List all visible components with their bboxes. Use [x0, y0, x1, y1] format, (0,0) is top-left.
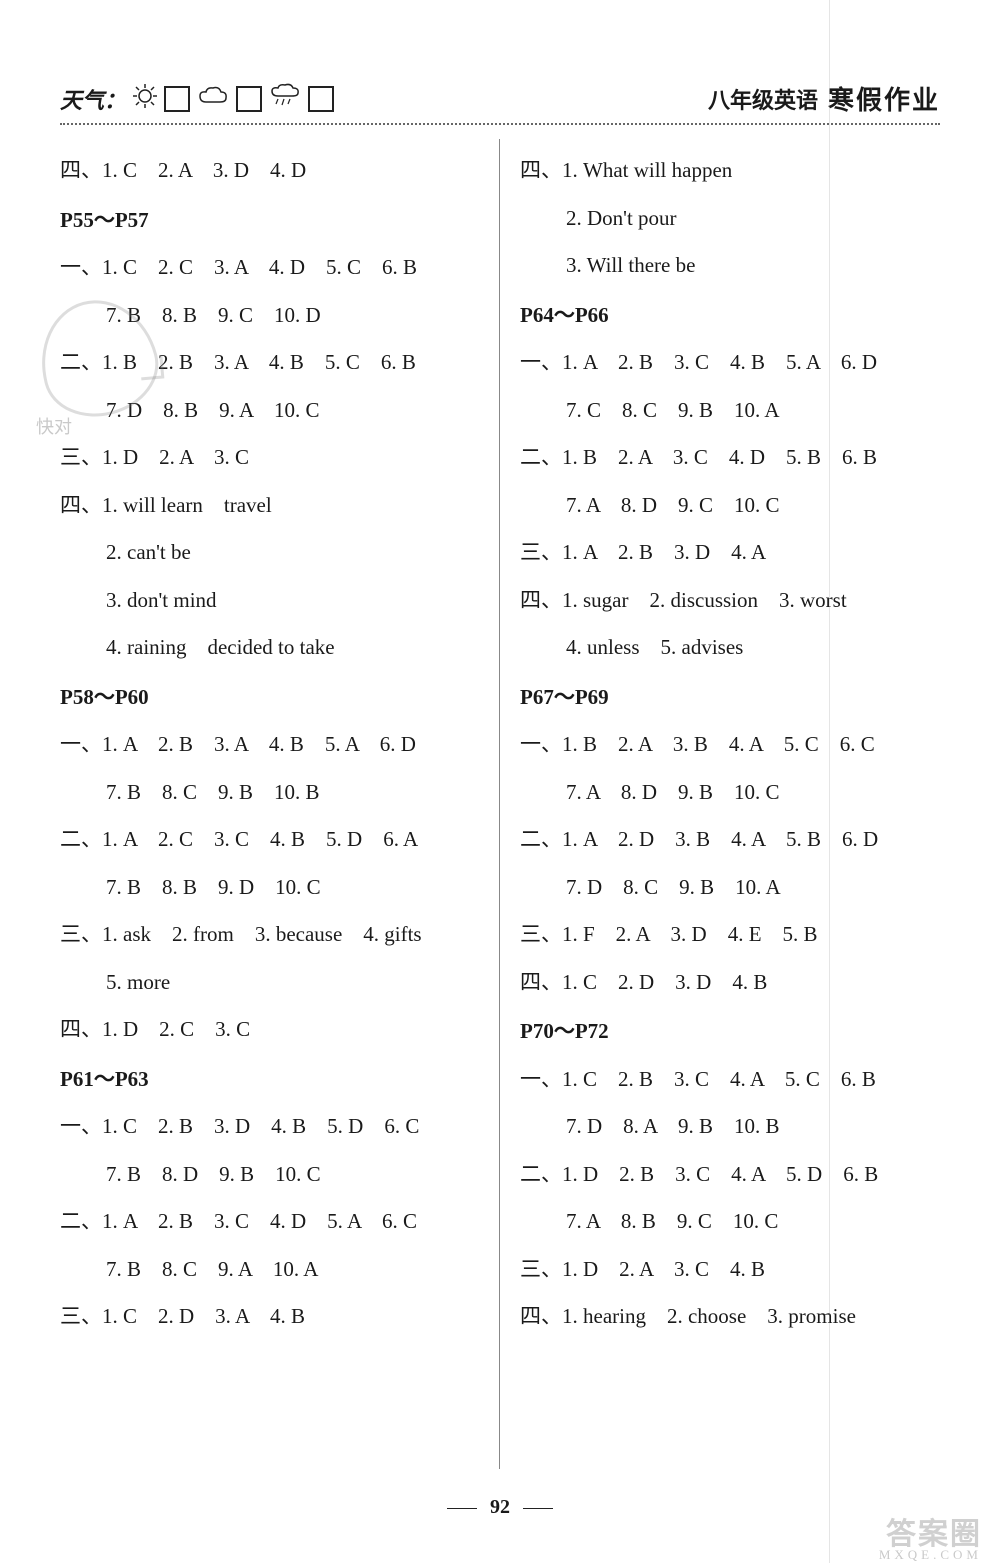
right-column: 四、1. What will happen 2. Don't pour 3. W… — [500, 139, 940, 1469]
answer-row: 三、1. F 2. A 3. D 4. E 5. B — [520, 919, 940, 951]
page-header: 天气： 八年级英语 寒假作业 — [60, 80, 940, 125]
answer-row: 7. A 8. B 9. C 10. C — [520, 1206, 940, 1238]
footer-line — [523, 1508, 553, 1509]
answer-row: 三、1. D 2. A 3. C — [60, 442, 479, 474]
answer-row: 二、1. B 2. B 3. A 4. B 5. C 6. B — [60, 347, 479, 379]
answer-row: 三、1. C 2. D 3. A 4. B — [60, 1301, 479, 1333]
answer-row: 7. D 8. B 9. A 10. C — [60, 395, 479, 427]
rain-checkbox[interactable] — [308, 86, 334, 112]
answer-row: 二、1. B 2. A 3. C 4. D 5. B 6. B — [520, 442, 940, 474]
url-watermark: MXQE.COM — [879, 1547, 982, 1563]
answer-row: 四、1. will learn travel — [60, 490, 479, 522]
section-head: P67～P69 — [520, 682, 940, 714]
section-head: P70～P72 — [520, 1016, 940, 1048]
answer-row: 一、1. C 2. B 3. C 4. A 5. C 6. B — [520, 1064, 940, 1096]
answer-row: 二、1. A 2. D 3. B 4. A 5. B 6. D — [520, 824, 940, 856]
answer-row: 四、1. C 2. D 3. D 4. B — [520, 967, 940, 999]
cloud-checkbox[interactable] — [236, 86, 262, 112]
answer-row: 四、1. C 2. A 3. D 4. D — [60, 155, 479, 187]
page-footer: 92 — [0, 1496, 1000, 1519]
answer-row: 5. more — [60, 967, 479, 999]
answer-row: 7. B 8. B 9. D 10. C — [60, 872, 479, 904]
answer-row: 四、1. sugar 2. discussion 3. worst — [520, 585, 940, 617]
answer-row: 四、1. hearing 2. choose 3. promise — [520, 1301, 940, 1333]
weather-label: 天气： — [60, 83, 126, 115]
answer-row: 2. can't be — [60, 537, 479, 569]
rain-icon — [268, 82, 302, 116]
answer-row: 一、1. B 2. A 3. B 4. A 5. C 6. C — [520, 729, 940, 761]
answer-row: 4. raining decided to take — [60, 632, 479, 664]
section-head: P61～P63 — [60, 1064, 479, 1096]
page-number: 92 — [490, 1496, 510, 1518]
answer-row: 2. Don't pour — [520, 203, 940, 235]
answer-row: 一、1. C 2. C 3. A 4. D 5. C 6. B — [60, 252, 479, 284]
answer-row: 三、1. ask 2. from 3. because 4. gifts — [60, 919, 479, 951]
answer-row: 3. don't mind — [60, 585, 479, 617]
answer-row: 7. A 8. D 9. B 10. C — [520, 777, 940, 809]
section-head: P55～P57 — [60, 205, 479, 237]
answer-row: 7. B 8. C 9. B 10. B — [60, 777, 479, 809]
answer-row: 7. D 8. C 9. B 10. A — [520, 872, 940, 904]
answer-row: 7. A 8. D 9. C 10. C — [520, 490, 940, 522]
left-column: 四、1. C 2. A 3. D 4. D P55～P57 一、1. C 2. … — [60, 139, 500, 1469]
answer-row: 二、1. A 2. B 3. C 4. D 5. A 6. C — [60, 1206, 479, 1238]
sun-checkbox[interactable] — [164, 86, 190, 112]
header-weather: 天气： — [60, 82, 334, 116]
answer-row: 7. B 8. B 9. C 10. D — [60, 300, 479, 332]
assignment-label: 寒假作业 — [828, 80, 940, 117]
section-head: P58～P60 — [60, 682, 479, 714]
answer-row: 一、1. C 2. B 3. D 4. B 5. D 6. C — [60, 1111, 479, 1143]
kuaidui-text: 快对 — [36, 417, 72, 437]
answer-row: 3. Will there be — [520, 250, 940, 282]
answer-row: 四、1. D 2. C 3. C — [60, 1014, 479, 1046]
section-head: P64～P66 — [520, 300, 940, 332]
answer-row: 7. C 8. C 9. B 10. A — [520, 395, 940, 427]
answer-row: 一、1. A 2. B 3. A 4. B 5. A 6. D — [60, 729, 479, 761]
answer-row: 三、1. D 2. A 3. C 4. B — [520, 1254, 940, 1286]
answer-row: 二、1. D 2. B 3. C 4. A 5. D 6. B — [520, 1159, 940, 1191]
sun-icon — [132, 83, 158, 115]
content-columns: 四、1. C 2. A 3. D 4. D P55～P57 一、1. C 2. … — [60, 139, 940, 1469]
cloud-icon — [196, 84, 230, 114]
answer-row: 7. B 8. D 9. B 10. C — [60, 1159, 479, 1191]
answer-row: 7. B 8. C 9. A 10. A — [60, 1254, 479, 1286]
footer-line — [447, 1508, 477, 1509]
answer-row: 一、1. A 2. B 3. C 4. B 5. A 6. D — [520, 347, 940, 379]
subject-label: 八年级英语 — [708, 83, 818, 115]
page: 天气： 八年级英语 寒假作业 快对 四、1. C 2. A 3. D 4. D … — [0, 0, 1000, 1563]
answer-row: 7. D 8. A 9. B 10. B — [520, 1111, 940, 1143]
answer-row: 二、1. A 2. C 3. C 4. B 5. D 6. A — [60, 824, 479, 856]
fold-line — [829, 0, 830, 1563]
answer-row: 三、1. A 2. B 3. D 4. A — [520, 537, 940, 569]
header-title: 八年级英语 寒假作业 — [708, 80, 940, 117]
answer-row: 4. unless 5. advises — [520, 632, 940, 664]
answer-row: 四、1. What will happen — [520, 155, 940, 187]
kuaidui-watermark: 快对 — [36, 418, 72, 438]
